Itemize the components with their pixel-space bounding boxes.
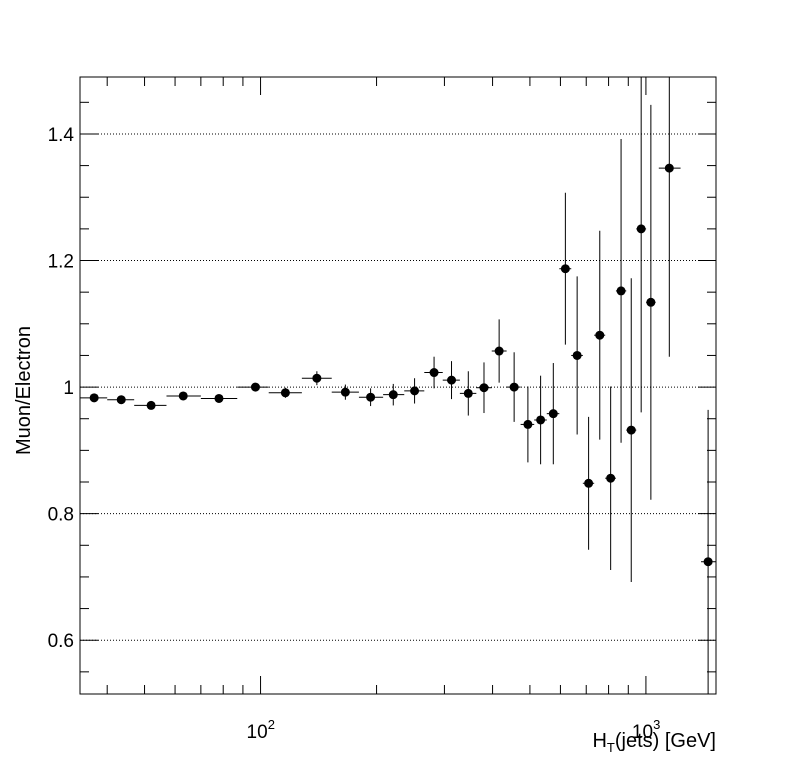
data-point <box>703 557 713 567</box>
data-point-group <box>605 386 616 570</box>
data-point-group <box>546 363 560 465</box>
x-tick-label-exponent: 3 <box>653 717 660 732</box>
data-point <box>429 368 439 378</box>
data-point <box>595 330 605 340</box>
data-point <box>410 386 420 396</box>
data-point <box>447 375 457 385</box>
data-point <box>636 224 646 234</box>
data-point <box>584 478 594 488</box>
data-point <box>572 350 582 360</box>
data-point <box>116 395 126 405</box>
data-point-group <box>646 104 656 500</box>
data-point-group <box>571 276 583 435</box>
data-point-group <box>404 378 425 404</box>
data-point-group <box>701 409 716 694</box>
data-point-group <box>506 352 521 422</box>
data-point-group <box>459 371 477 416</box>
data-point <box>523 419 533 429</box>
data-point <box>366 392 376 402</box>
x-axis-title: HT(jets) [GeV] <box>592 730 716 755</box>
data-point-group <box>476 362 492 414</box>
data-point <box>494 346 504 356</box>
data-point <box>560 264 570 274</box>
data-point-group <box>383 383 405 406</box>
data-point-group <box>331 384 359 400</box>
data-point-group <box>301 371 332 386</box>
data-point <box>616 286 626 296</box>
data-point <box>146 400 156 410</box>
data-point-group <box>658 77 681 357</box>
data-point <box>340 387 350 397</box>
data-point <box>509 382 519 392</box>
y-axis-title: Muon/Electron <box>13 326 35 455</box>
data-point-group <box>268 387 302 398</box>
x-axis-title-main: H <box>592 730 606 752</box>
data-point-group <box>134 400 167 410</box>
data-point <box>312 373 322 383</box>
data-point <box>664 163 674 173</box>
data-point-group <box>424 356 443 389</box>
data-point <box>548 409 558 419</box>
data-point-group <box>534 375 547 465</box>
x-tick-label: 102 <box>247 717 275 743</box>
data-point-group <box>358 388 384 407</box>
data-points <box>80 77 716 694</box>
data-point-group <box>615 139 627 443</box>
data-point <box>280 388 290 398</box>
data-point <box>479 383 489 393</box>
data-point-group <box>559 192 572 345</box>
y-tick-label: 1.4 <box>48 125 75 146</box>
data-point <box>646 297 656 307</box>
plot-frame <box>79 76 717 695</box>
data-point-group <box>166 391 201 401</box>
data-point-group <box>491 319 507 383</box>
data-point <box>250 382 260 392</box>
data-point <box>178 391 188 401</box>
grid-lines <box>80 133 716 641</box>
data-point-group <box>107 395 135 405</box>
data-point-group <box>520 386 535 463</box>
y-tick-label: 0.8 <box>48 505 74 526</box>
data-point-group <box>442 361 460 400</box>
data-point <box>463 388 473 398</box>
x-tick-label-base: 10 <box>247 722 268 743</box>
x-axis-title-rest: (jets) [GeV] <box>615 730 716 752</box>
data-point-group <box>237 382 269 392</box>
data-point-group <box>200 393 238 403</box>
data-point <box>626 425 636 435</box>
data-point <box>536 415 546 425</box>
data-point-group <box>626 278 637 582</box>
data-point-group <box>594 230 606 440</box>
data-point-group <box>636 77 647 413</box>
y-tick-label: 1.2 <box>48 252 74 273</box>
y-tick-label: 1 <box>63 378 74 399</box>
data-point <box>606 473 616 483</box>
data-point-group <box>582 416 595 550</box>
x-axis-title-sub: T <box>607 740 615 755</box>
y-tick-label: 0.6 <box>48 631 74 652</box>
data-point-group <box>80 393 108 403</box>
x-tick-label-base: 10 <box>632 722 653 743</box>
x-tick-label: 103 <box>632 717 660 743</box>
data-point <box>214 393 224 403</box>
data-point <box>89 393 99 403</box>
data-point <box>388 390 398 400</box>
x-tick-label-exponent: 2 <box>268 717 275 732</box>
